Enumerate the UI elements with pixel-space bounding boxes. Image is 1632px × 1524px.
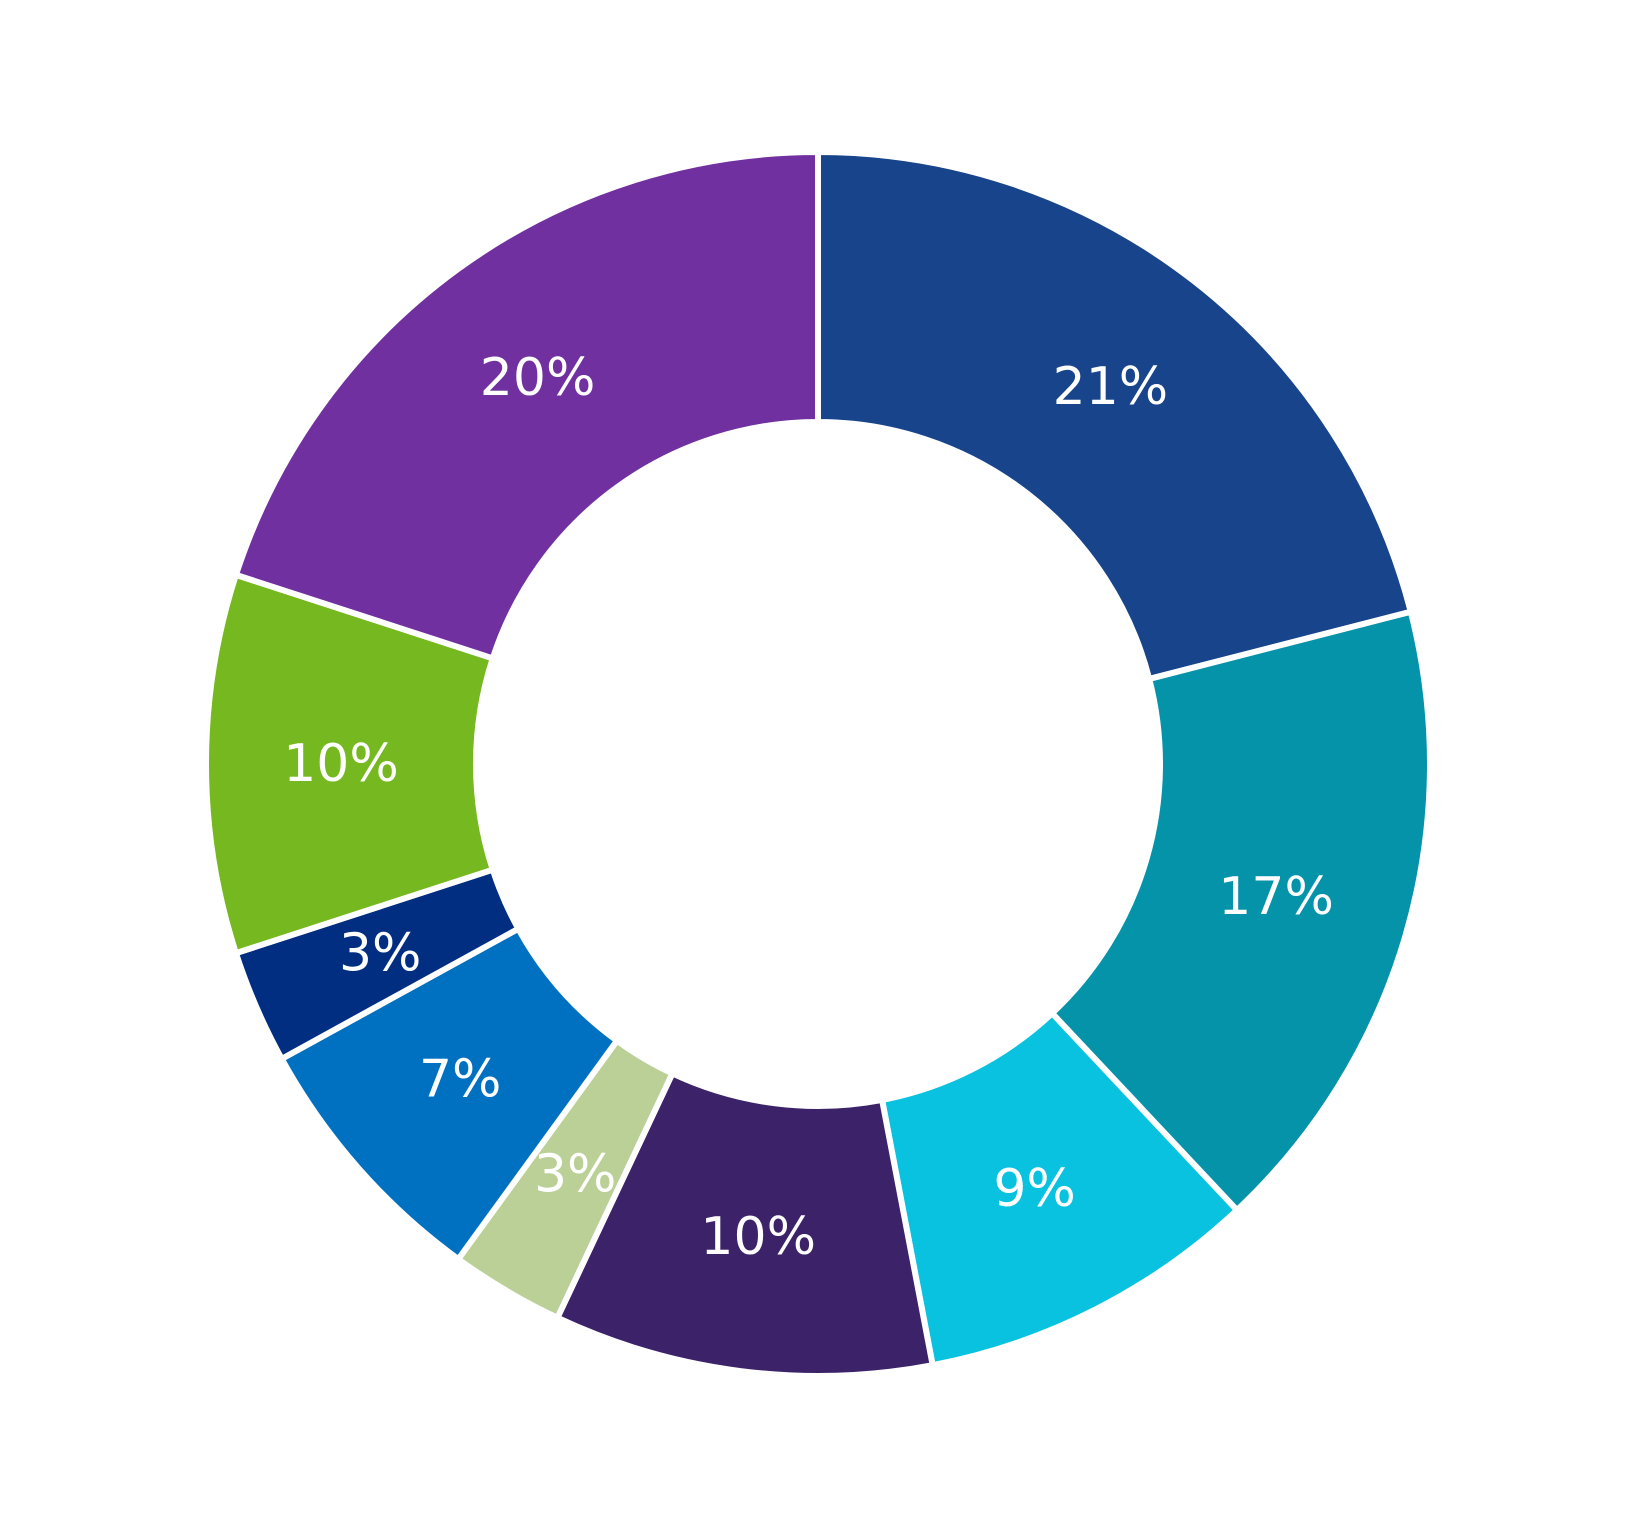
slice-label-1: 21% bbox=[1053, 357, 1169, 417]
slice-label-9: 20% bbox=[480, 348, 596, 408]
donut-labels: 21% 17% 9% 10% 3% 7% 3% 10% 20% bbox=[283, 348, 1334, 1267]
donut-slice-9 bbox=[232, 148, 821, 663]
slice-label-3: 9% bbox=[993, 1159, 1076, 1219]
slice-label-4: 10% bbox=[700, 1207, 816, 1267]
donut-slices bbox=[203, 148, 1433, 1379]
donut-slice-2 bbox=[1047, 608, 1433, 1215]
donut-slice-4 bbox=[553, 1069, 937, 1379]
donut-slice-1 bbox=[815, 148, 1415, 683]
donut-slice-8 bbox=[203, 571, 497, 957]
slice-label-6: 7% bbox=[419, 1049, 502, 1109]
slice-label-8: 10% bbox=[283, 734, 399, 794]
slice-label-7: 3% bbox=[339, 923, 422, 983]
slice-label-2: 17% bbox=[1218, 867, 1334, 927]
slice-label-5: 3% bbox=[534, 1145, 617, 1205]
